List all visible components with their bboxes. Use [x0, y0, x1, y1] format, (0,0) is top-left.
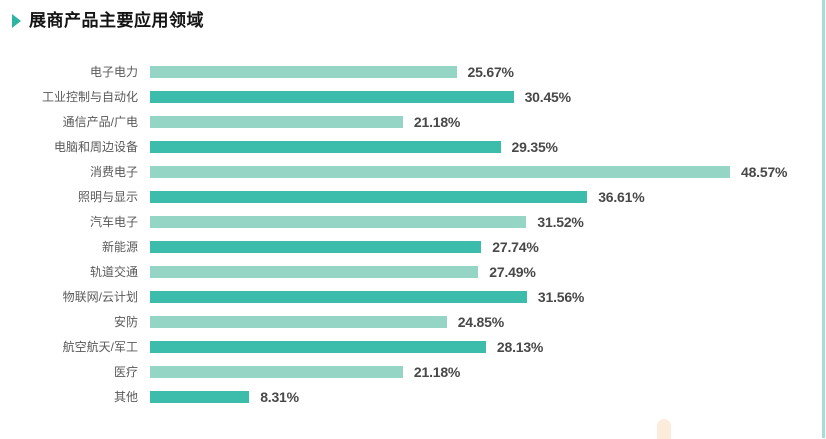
- category-label: 物联网/云计划: [62, 290, 138, 304]
- category-label: 电脑和周边设备: [53, 140, 138, 154]
- chart-row: 汽车电子 31.52%: [0, 209, 787, 234]
- chart-row: 照明与显示 36.61%: [0, 184, 787, 209]
- bar: [150, 165, 730, 178]
- category-label: 汽车电子: [89, 215, 138, 229]
- triangle-right-icon: [12, 14, 21, 29]
- value-label: 29.35%: [511, 138, 558, 155]
- bar-chart: 电子电力 25.67% 工业控制与自动化 30.45% 通信产品/广电 21.1…: [0, 59, 788, 409]
- chart-row: 电脑和周边设备 29.35%: [0, 134, 787, 159]
- bar: [150, 140, 501, 153]
- chart-row: 轨道交通 27.49%: [0, 259, 787, 284]
- category-label: 航空航天/军工: [62, 340, 138, 354]
- chart-row: 医疗 21.18%: [0, 359, 787, 384]
- bar: [150, 115, 403, 128]
- decorative-shape: [657, 419, 671, 439]
- category-label: 消费电子: [89, 165, 138, 179]
- bar: [150, 290, 527, 303]
- chart-row: 其他 8.31%: [0, 384, 787, 409]
- bar: [150, 315, 447, 328]
- chart-row: 消费电子 48.57%: [0, 159, 788, 184]
- value-label: 21.18%: [413, 363, 461, 380]
- category-label: 新能源: [101, 240, 138, 254]
- value-label: 28.13%: [496, 338, 544, 355]
- bar: [150, 390, 250, 403]
- page-edge-line: [822, 0, 825, 438]
- page-title: 展商产品主要应用领域: [29, 11, 204, 30]
- category-label: 其他: [113, 390, 138, 404]
- value-label: 24.85%: [457, 313, 504, 330]
- chart-row: 物联网/云计划 31.56%: [0, 284, 787, 309]
- value-label: 27.49%: [489, 263, 536, 280]
- bar: [150, 215, 527, 228]
- value-label: 30.45%: [524, 88, 571, 105]
- chart-row: 通信产品/广电 21.18%: [0, 109, 787, 134]
- bar: [150, 65, 457, 78]
- category-label: 医疗: [113, 365, 138, 379]
- bar: [150, 265, 479, 278]
- chart-row: 新能源 27.74%: [0, 234, 787, 259]
- value-label: 21.18%: [413, 113, 461, 130]
- bar: [150, 340, 486, 353]
- category-label: 通信产品/广电: [62, 115, 138, 129]
- category-label: 照明与显示: [77, 190, 138, 204]
- bar: [150, 365, 403, 378]
- bar: [150, 240, 482, 253]
- value-label: 48.57%: [741, 163, 788, 180]
- chart-header: 展商产品主要应用领域: [12, 11, 204, 31]
- bar: [150, 90, 514, 103]
- chart-row: 工业控制与自动化 30.45%: [0, 84, 787, 109]
- category-label: 电子电力: [89, 65, 138, 79]
- category-label: 轨道交通: [89, 265, 138, 279]
- chart-row: 电子电力 25.67%: [0, 59, 787, 84]
- value-label: 27.74%: [492, 238, 539, 255]
- value-label: 31.56%: [537, 288, 585, 305]
- value-label: 36.61%: [598, 188, 645, 205]
- bar: [150, 190, 588, 203]
- category-label: 工业控制与自动化: [41, 90, 138, 104]
- value-label: 25.67%: [467, 63, 514, 80]
- chart-row: 航空航天/军工 28.13%: [0, 334, 787, 359]
- value-label: 31.52%: [537, 213, 584, 230]
- category-label: 安防: [113, 315, 138, 329]
- value-label: 8.31%: [260, 388, 299, 405]
- chart-row: 安防 24.85%: [0, 309, 787, 334]
